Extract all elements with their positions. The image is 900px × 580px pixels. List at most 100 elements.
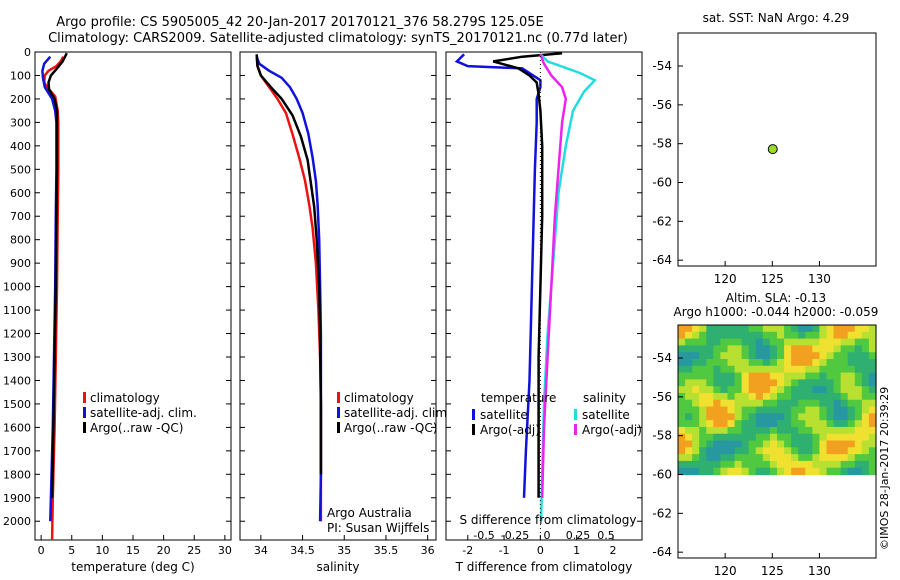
sla-cell xyxy=(734,420,743,428)
sla-cell xyxy=(769,467,778,476)
sla-cell xyxy=(741,399,750,408)
sla-cell xyxy=(727,331,736,340)
sla-cell xyxy=(706,460,714,469)
sla-cell xyxy=(784,467,792,476)
sla-cell xyxy=(713,426,722,435)
sla-cell xyxy=(819,358,828,367)
sla-cell xyxy=(868,440,877,448)
sla-cell xyxy=(706,413,714,421)
sla-cell xyxy=(791,467,799,476)
sla-cell xyxy=(784,338,792,346)
sla-cell xyxy=(748,372,757,380)
y-tick-label: -54 xyxy=(652,351,672,365)
legend-label: satellite-adj. clim. xyxy=(344,406,451,420)
sla-cell xyxy=(812,392,821,401)
sla-cell xyxy=(692,345,700,353)
sla-cell xyxy=(720,365,729,374)
sla-cell xyxy=(791,345,799,353)
y-tick-label: -56 xyxy=(652,390,672,404)
legend-swatch-blue xyxy=(337,407,340,418)
annotation-line2: PI: Susan Wijffels xyxy=(327,521,429,535)
y-tick-label: 900 xyxy=(10,257,31,270)
sla-cell xyxy=(847,406,856,414)
sla-cell xyxy=(685,331,693,340)
sla-cell xyxy=(727,467,736,476)
sla-cell xyxy=(798,447,806,455)
sla-cell xyxy=(854,413,863,421)
sla-cell xyxy=(713,413,722,421)
sla-cell xyxy=(777,372,785,380)
sla-cell xyxy=(854,379,863,387)
sla-cell xyxy=(692,454,700,462)
sla-cell xyxy=(748,345,757,353)
sla-cell xyxy=(699,325,707,333)
sla-cell xyxy=(805,420,813,428)
sla-cell xyxy=(777,406,785,414)
sla-cell xyxy=(847,399,856,408)
y-tick-label: 1600 xyxy=(3,421,31,434)
sla-cell xyxy=(784,433,792,442)
sla-cell xyxy=(734,440,743,448)
sla-cell xyxy=(734,372,743,380)
sla-cell xyxy=(692,440,700,448)
sla-cell xyxy=(840,467,849,476)
plot-frame xyxy=(239,51,437,541)
sla-cell xyxy=(861,440,870,448)
y-tick-label: 1200 xyxy=(3,328,31,341)
sla-cell xyxy=(720,386,729,394)
x-tick-label: 10 xyxy=(95,544,109,557)
sla-cell xyxy=(734,399,743,408)
sla-cell xyxy=(805,447,813,455)
sla-cell xyxy=(826,379,835,387)
sla-cell xyxy=(784,447,792,455)
sla-cell xyxy=(755,331,764,340)
sla-cell xyxy=(769,454,778,462)
sla-cell xyxy=(833,325,842,333)
sla-cell xyxy=(840,426,849,435)
sla-cell xyxy=(847,460,856,469)
sla-cell xyxy=(755,379,764,387)
sla-cell xyxy=(833,413,842,421)
x-axis-label: temperature (deg C) xyxy=(71,560,194,574)
sla-cell xyxy=(692,420,700,428)
sla-cell xyxy=(805,426,813,435)
legend-label: climatology xyxy=(344,391,414,405)
y-tick-label: 1800 xyxy=(3,468,31,481)
sla-cell xyxy=(840,460,849,469)
y-tick-label: 1700 xyxy=(3,445,31,458)
sla-cell xyxy=(826,406,835,414)
sla-cell xyxy=(692,352,700,360)
sla-cell xyxy=(777,365,785,374)
x-tick-label: 1 xyxy=(573,544,580,557)
y-tick-label: 800 xyxy=(10,234,31,247)
top-tick-label: 0.25 xyxy=(566,529,591,542)
sla-cell xyxy=(847,379,856,387)
sla-cell xyxy=(805,358,813,367)
sla-cell xyxy=(762,338,771,346)
sla-cell xyxy=(706,365,714,374)
sla-cell xyxy=(699,352,707,360)
sla-cell xyxy=(847,467,856,476)
sla-cell xyxy=(699,406,707,414)
sla-cell xyxy=(805,460,813,469)
sla-cell xyxy=(699,372,707,380)
sla-cell xyxy=(798,392,806,401)
sla-cell xyxy=(861,406,870,414)
sla-cell xyxy=(847,413,856,421)
sla-cell xyxy=(713,399,722,408)
sla-cell xyxy=(755,413,764,421)
sla-cell xyxy=(762,440,771,448)
sla-cell xyxy=(777,352,785,360)
sla-cell xyxy=(727,379,736,387)
sla-cell xyxy=(819,440,828,448)
sla-cell xyxy=(678,331,686,340)
sla-cell xyxy=(819,338,828,346)
sla-cell xyxy=(826,467,835,476)
sla-cell xyxy=(861,454,870,462)
x-tick-label: 36 xyxy=(421,544,435,557)
sla-cell xyxy=(678,399,686,408)
sla-cell xyxy=(734,460,743,469)
sla-cell xyxy=(784,460,792,469)
sla-cell xyxy=(847,338,856,346)
sla-cell xyxy=(734,426,743,435)
